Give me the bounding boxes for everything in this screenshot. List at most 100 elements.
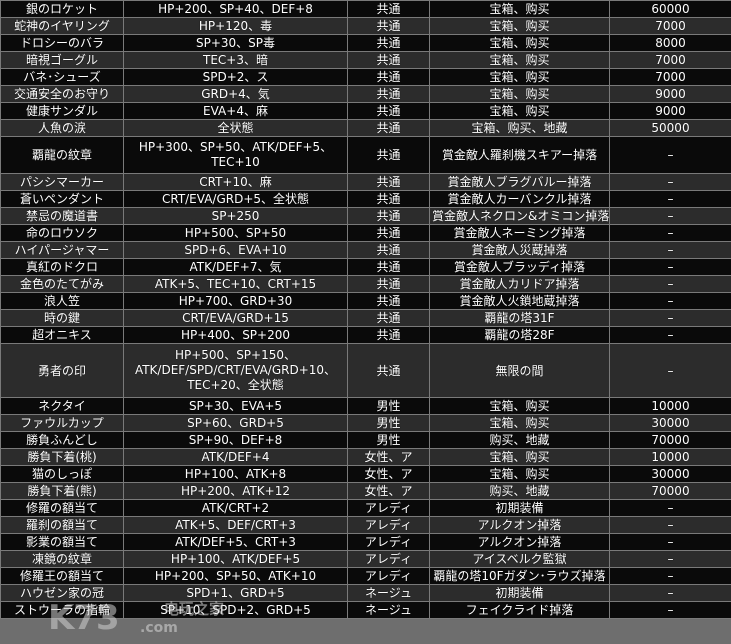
item-class-cell: 共通 bbox=[348, 310, 429, 326]
item-name-cell: 蛇神のイヤリング bbox=[1, 18, 123, 34]
item-effects-cell: HP+500、SP+50 bbox=[124, 225, 347, 241]
item-acquisition-cell: 购买、地藏 bbox=[430, 432, 609, 448]
table-row: ネクタイ SP+30、EVA+5 男性 宝箱、购买 10000 bbox=[1, 398, 731, 414]
item-effects-cell: HP+100、ATK+8 bbox=[124, 466, 347, 482]
item-price-cell: 7000 bbox=[610, 52, 731, 68]
item-price-cell: 50000 bbox=[610, 120, 731, 136]
item-price-cell: 9000 bbox=[610, 86, 731, 102]
item-name-cell: 勝負ふんどし bbox=[1, 432, 123, 448]
item-acquisition-cell: 賞金敵人ネクロン&オミコン掉落 bbox=[430, 208, 609, 224]
item-acquisition-cell: 賞金敵人カリドア掉落 bbox=[430, 276, 609, 292]
table-row: 勝負下着(熊) HP+200、ATK+12 女性、ア 购买、地藏 70000 bbox=[1, 483, 731, 499]
item-acquisition-cell: 宝箱、购买 bbox=[430, 103, 609, 119]
item-name-cell: 羅刹の額当て bbox=[1, 517, 123, 533]
table-row: 銀のロケット HP+200、SP+40、DEF+8 共通 宝箱、购买 60000 bbox=[1, 1, 731, 17]
table-row: 時の鍵 CRT/EVA/GRD+15 共通 覇龍の塔31F – bbox=[1, 310, 731, 326]
item-acquisition-cell: 宝箱、购买、地藏 bbox=[430, 120, 609, 136]
item-class-cell: 女性、ア bbox=[348, 483, 429, 499]
item-effects-cell: ATK+5、DEF/CRT+3 bbox=[124, 517, 347, 533]
item-acquisition-cell: アイスベルク監獄 bbox=[430, 551, 609, 567]
item-effects-cell: HP+300、SP+50、ATK/DEF+5、TEC+10 bbox=[124, 137, 347, 173]
item-class-cell: 女性、ア bbox=[348, 466, 429, 482]
item-name-cell: 交通安全のお守り bbox=[1, 86, 123, 102]
item-effects-cell: HP+700、GRD+30 bbox=[124, 293, 347, 309]
table-row: 羅刹の額当て ATK+5、DEF/CRT+3 アレディ アルクオン掉落 – bbox=[1, 517, 731, 533]
item-price-cell: 30000 bbox=[610, 466, 731, 482]
item-effects-cell: HP+400、SP+200 bbox=[124, 327, 347, 343]
item-name-cell: ファウルカップ bbox=[1, 415, 123, 431]
item-class-cell: アレディ bbox=[348, 534, 429, 550]
item-acquisition-cell: 宝箱、购买 bbox=[430, 69, 609, 85]
item-price-cell: – bbox=[610, 585, 731, 601]
item-class-cell: 共通 bbox=[348, 225, 429, 241]
item-class-cell: 共通 bbox=[348, 327, 429, 343]
item-price-cell: 60000 bbox=[610, 1, 731, 17]
watermark-domain-text: .com bbox=[140, 620, 178, 636]
item-name-cell: 暗視ゴーグル bbox=[1, 52, 123, 68]
table-row: ファウルカップ SP+60、GRD+5 男性 宝箱、购买 30000 bbox=[1, 415, 731, 431]
item-name-cell: ストウーラの指輪 bbox=[1, 602, 123, 618]
item-class-cell: 共通 bbox=[348, 18, 429, 34]
item-acquisition-cell: 购买、地藏 bbox=[430, 483, 609, 499]
item-acquisition-cell: 賞金敵人火鎖地蔵掉落 bbox=[430, 293, 609, 309]
item-price-cell: 30000 bbox=[610, 415, 731, 431]
gear-table: 銀のロケット HP+200、SP+40、DEF+8 共通 宝箱、购买 60000 蛇神のイ… bbox=[0, 0, 731, 619]
item-effects-cell: HP+120、毒 bbox=[124, 18, 347, 34]
table-row: パシシマーカー CRT+10、麻 共通 賞金敵人ブラグバルー掉落 – bbox=[1, 174, 731, 190]
table-row: 勝負下着(桃) ATK/DEF+4 女性、ア 宝箱、购买 10000 bbox=[1, 449, 731, 465]
item-price-cell: – bbox=[610, 602, 731, 618]
table-row: 覇龍の紋章 HP+300、SP+50、ATK/DEF+5、TEC+10 共通 賞金敵人… bbox=[1, 137, 731, 173]
item-price-cell: – bbox=[610, 517, 731, 533]
item-acquisition-cell: 宝箱、购买 bbox=[430, 398, 609, 414]
item-acquisition-cell: 覇龍の塔31F bbox=[430, 310, 609, 326]
item-price-cell: – bbox=[610, 174, 731, 190]
table-row: 勝負ふんどし SP+90、DEF+8 男性 购买、地藏 70000 bbox=[1, 432, 731, 448]
table-row: 修羅の額当て ATK/CRT+2 アレディ 初期装備 – bbox=[1, 500, 731, 516]
table-row: ハウゼン家の冠 SPD+1、GRD+5 ネージュ 初期装備 – bbox=[1, 585, 731, 601]
item-effects-cell: SPD+6、EVA+10 bbox=[124, 242, 347, 258]
item-acquisition-cell: 初期装備 bbox=[430, 500, 609, 516]
item-name-cell: ドロシーのバラ bbox=[1, 35, 123, 51]
item-acquisition-cell: 宝箱、购买 bbox=[430, 415, 609, 431]
item-class-cell: 共通 bbox=[348, 276, 429, 292]
item-class-cell: 共通 bbox=[348, 69, 429, 85]
item-price-cell: – bbox=[610, 276, 731, 292]
item-effects-cell: CRT/EVA/GRD+5、全状態 bbox=[124, 191, 347, 207]
item-name-cell: 修羅の額当て bbox=[1, 500, 123, 516]
item-name-cell: 銀のロケット bbox=[1, 1, 123, 17]
item-class-cell: 男性 bbox=[348, 415, 429, 431]
item-price-cell: 70000 bbox=[610, 483, 731, 499]
item-class-cell: 共通 bbox=[348, 86, 429, 102]
item-effects-cell: SPD+1、GRD+5 bbox=[124, 585, 347, 601]
table-row: 暗視ゴーグル TEC+3、暗 共通 宝箱、购买 7000 bbox=[1, 52, 731, 68]
item-effects-cell: HP+200、SP+50、ATK+10 bbox=[124, 568, 347, 584]
item-effects-cell: TEC+3、暗 bbox=[124, 52, 347, 68]
item-class-cell: ネージュ bbox=[348, 602, 429, 618]
item-name-cell: 勝負下着(桃) bbox=[1, 449, 123, 465]
table-row: 人魚の涙 全状態 共通 宝箱、购买、地藏 50000 bbox=[1, 120, 731, 136]
item-name-cell: 影業の額当て bbox=[1, 534, 123, 550]
item-effects-cell: EVA+4、麻 bbox=[124, 103, 347, 119]
item-acquisition-cell: 宝箱、购买 bbox=[430, 35, 609, 51]
item-acquisition-cell: アルクオン掉落 bbox=[430, 517, 609, 533]
item-price-cell: – bbox=[610, 259, 731, 275]
table-row: ハイパージャマー SPD+6、EVA+10 共通 賞金敵人災蔵掉落 – bbox=[1, 242, 731, 258]
item-effects-cell: 全状態 bbox=[124, 120, 347, 136]
item-name-cell: 禁忌の魔道書 bbox=[1, 208, 123, 224]
item-class-cell: 共通 bbox=[348, 174, 429, 190]
item-effects-cell: ATK/DEF+5、CRT+3 bbox=[124, 534, 347, 550]
table-row: 影業の額当て ATK/DEF+5、CRT+3 アレディ アルクオン掉落 – bbox=[1, 534, 731, 550]
item-acquisition-cell: 覇龍の塔10Fガダン･ラウズ掉落 bbox=[430, 568, 609, 584]
item-name-cell: 凍鏡の紋章 bbox=[1, 551, 123, 567]
item-effects-cell: SP+30、EVA+5 bbox=[124, 398, 347, 414]
item-price-cell: – bbox=[610, 551, 731, 567]
table-row: ストウーラの指輪 SP+10、SPD+2、GRD+5 ネージュ フェイクライド掉落 – bbox=[1, 602, 731, 618]
item-name-cell: 浪人笠 bbox=[1, 293, 123, 309]
item-price-cell: 7000 bbox=[610, 18, 731, 34]
item-price-cell: – bbox=[610, 344, 731, 397]
item-class-cell: 共通 bbox=[348, 208, 429, 224]
item-effects-cell: GRD+4、気 bbox=[124, 86, 347, 102]
item-acquisition-cell: 賞金敵人カーバンクル掉落 bbox=[430, 191, 609, 207]
item-acquisition-cell: アルクオン掉落 bbox=[430, 534, 609, 550]
